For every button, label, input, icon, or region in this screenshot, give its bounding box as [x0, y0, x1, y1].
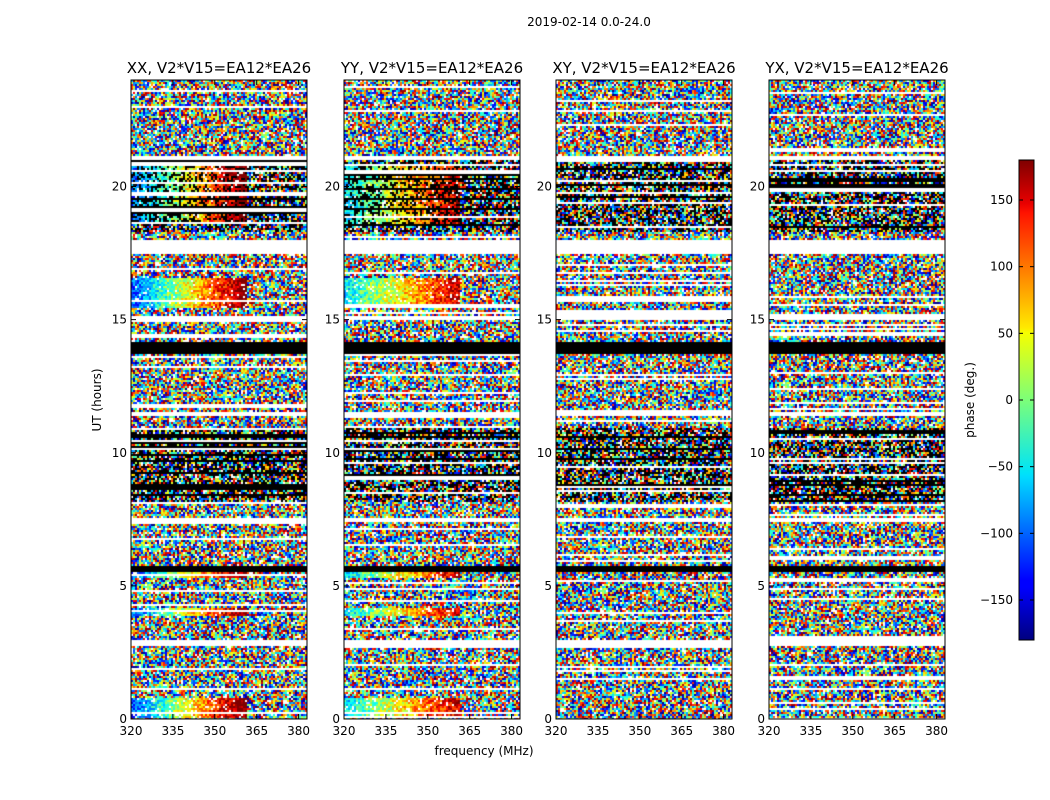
x-tick-label: 380 — [500, 724, 523, 738]
panel-frame — [343, 79, 521, 720]
x-tick-label: 350 — [628, 724, 651, 738]
colorbar-ticks: −150 −100 −50 0 50 100 150 — [980, 193, 1034, 607]
y-tick-label: 15 — [112, 313, 127, 327]
colorbar-tick-label: 150 — [990, 193, 1013, 207]
panel-frame — [555, 79, 733, 720]
heatmap-image — [131, 80, 307, 719]
y-tick-label: 0 — [332, 712, 340, 726]
y-tick-label: 5 — [757, 579, 765, 593]
x-tick-label: 380 — [287, 724, 310, 738]
panel-title: YY, V2*V15=EA12*EA26 — [340, 59, 523, 77]
y-tick-label: 10 — [537, 446, 552, 460]
heatmap-image — [344, 80, 520, 719]
colorbar: −150 −100 −50 0 50 100 150 phase (deg.) — [963, 159, 1035, 641]
panel-title: XY, V2*V15=EA12*EA26 — [552, 59, 735, 77]
panel-title: XX, V2*V15=EA12*EA26 — [127, 59, 311, 77]
x-tick-label: 335 — [161, 724, 184, 738]
panel-yx: YX, V2*V15=EA12*EA26 320 335 350 365 380 0 5 10 1… — [750, 59, 949, 738]
y-axis-label: UT (hours) — [90, 368, 104, 431]
colorbar-label: phase (deg.) — [963, 362, 977, 438]
y-tick-label: 10 — [325, 446, 340, 460]
x-tick-label: 320 — [758, 724, 781, 738]
panel-frame — [130, 79, 308, 720]
y-tick-label: 0 — [119, 712, 127, 726]
panel-title: YX, V2*V15=EA12*EA26 — [764, 59, 948, 77]
colorbar-tick-label: −100 — [980, 526, 1013, 540]
x-tick-label: 320 — [120, 724, 143, 738]
x-tick-label: 380 — [712, 724, 735, 738]
x-tick-label: 380 — [925, 724, 948, 738]
y-tick-label: 15 — [750, 313, 765, 327]
colorbar-tick-label: 50 — [998, 326, 1013, 340]
x-tick-label: 350 — [416, 724, 439, 738]
x-tick-label: 365 — [670, 724, 693, 738]
y-tick-label: 20 — [750, 180, 765, 194]
chart-suptitle: 2019-02-14 0.0-24.0 — [527, 15, 651, 29]
x-tick-label: 320 — [545, 724, 568, 738]
colorbar-tick-label: −150 — [980, 593, 1013, 607]
colorbar-tick-label: 0 — [1005, 393, 1013, 407]
y-tick-label: 15 — [325, 313, 340, 327]
x-tick-label: 350 — [841, 724, 864, 738]
panel-yy: YY, V2*V15=EA12*EA26 320 335 350 365 380 0 5 10 1… — [325, 59, 523, 738]
y-tick-label: 5 — [332, 579, 340, 593]
y-tick-label: 20 — [325, 180, 340, 194]
x-tick-label: 335 — [586, 724, 609, 738]
colorbar-tick-label: −50 — [988, 460, 1013, 474]
y-tick-label: 20 — [112, 180, 127, 194]
heatmap-image — [769, 80, 945, 719]
x-tick-label: 365 — [883, 724, 906, 738]
colorbar-tick-label: 100 — [990, 260, 1013, 274]
y-tick-label: 10 — [112, 446, 127, 460]
y-tick-label: 5 — [544, 579, 552, 593]
y-tick-label: 10 — [750, 446, 765, 460]
y-tick-label: 15 — [537, 313, 552, 327]
x-tick-label: 350 — [203, 724, 226, 738]
x-tick-label: 335 — [799, 724, 822, 738]
panel-xy: XY, V2*V15=EA12*EA26 320 335 350 365 380 0 5 10 1… — [537, 59, 736, 738]
heatmap-image — [556, 80, 732, 719]
x-tick-label: 365 — [458, 724, 481, 738]
x-tick-label: 320 — [333, 724, 356, 738]
panel-xx: XX, V2*V15=EA12*EA26 320 335 350 365 380 0 5 10 1… — [112, 59, 312, 738]
x-axis-label: frequency (MHz) — [434, 744, 533, 758]
panels-group: XX, V2*V15=EA12*EA26 320 335 350 365 380 0 5 10 1… — [112, 59, 949, 738]
y-tick-label: 0 — [757, 712, 765, 726]
y-tick-label: 20 — [537, 180, 552, 194]
y-tick-label: 5 — [119, 579, 127, 593]
panel-frame — [768, 79, 946, 720]
y-tick-label: 0 — [544, 712, 552, 726]
x-tick-label: 365 — [245, 724, 268, 738]
x-tick-label: 335 — [374, 724, 397, 738]
